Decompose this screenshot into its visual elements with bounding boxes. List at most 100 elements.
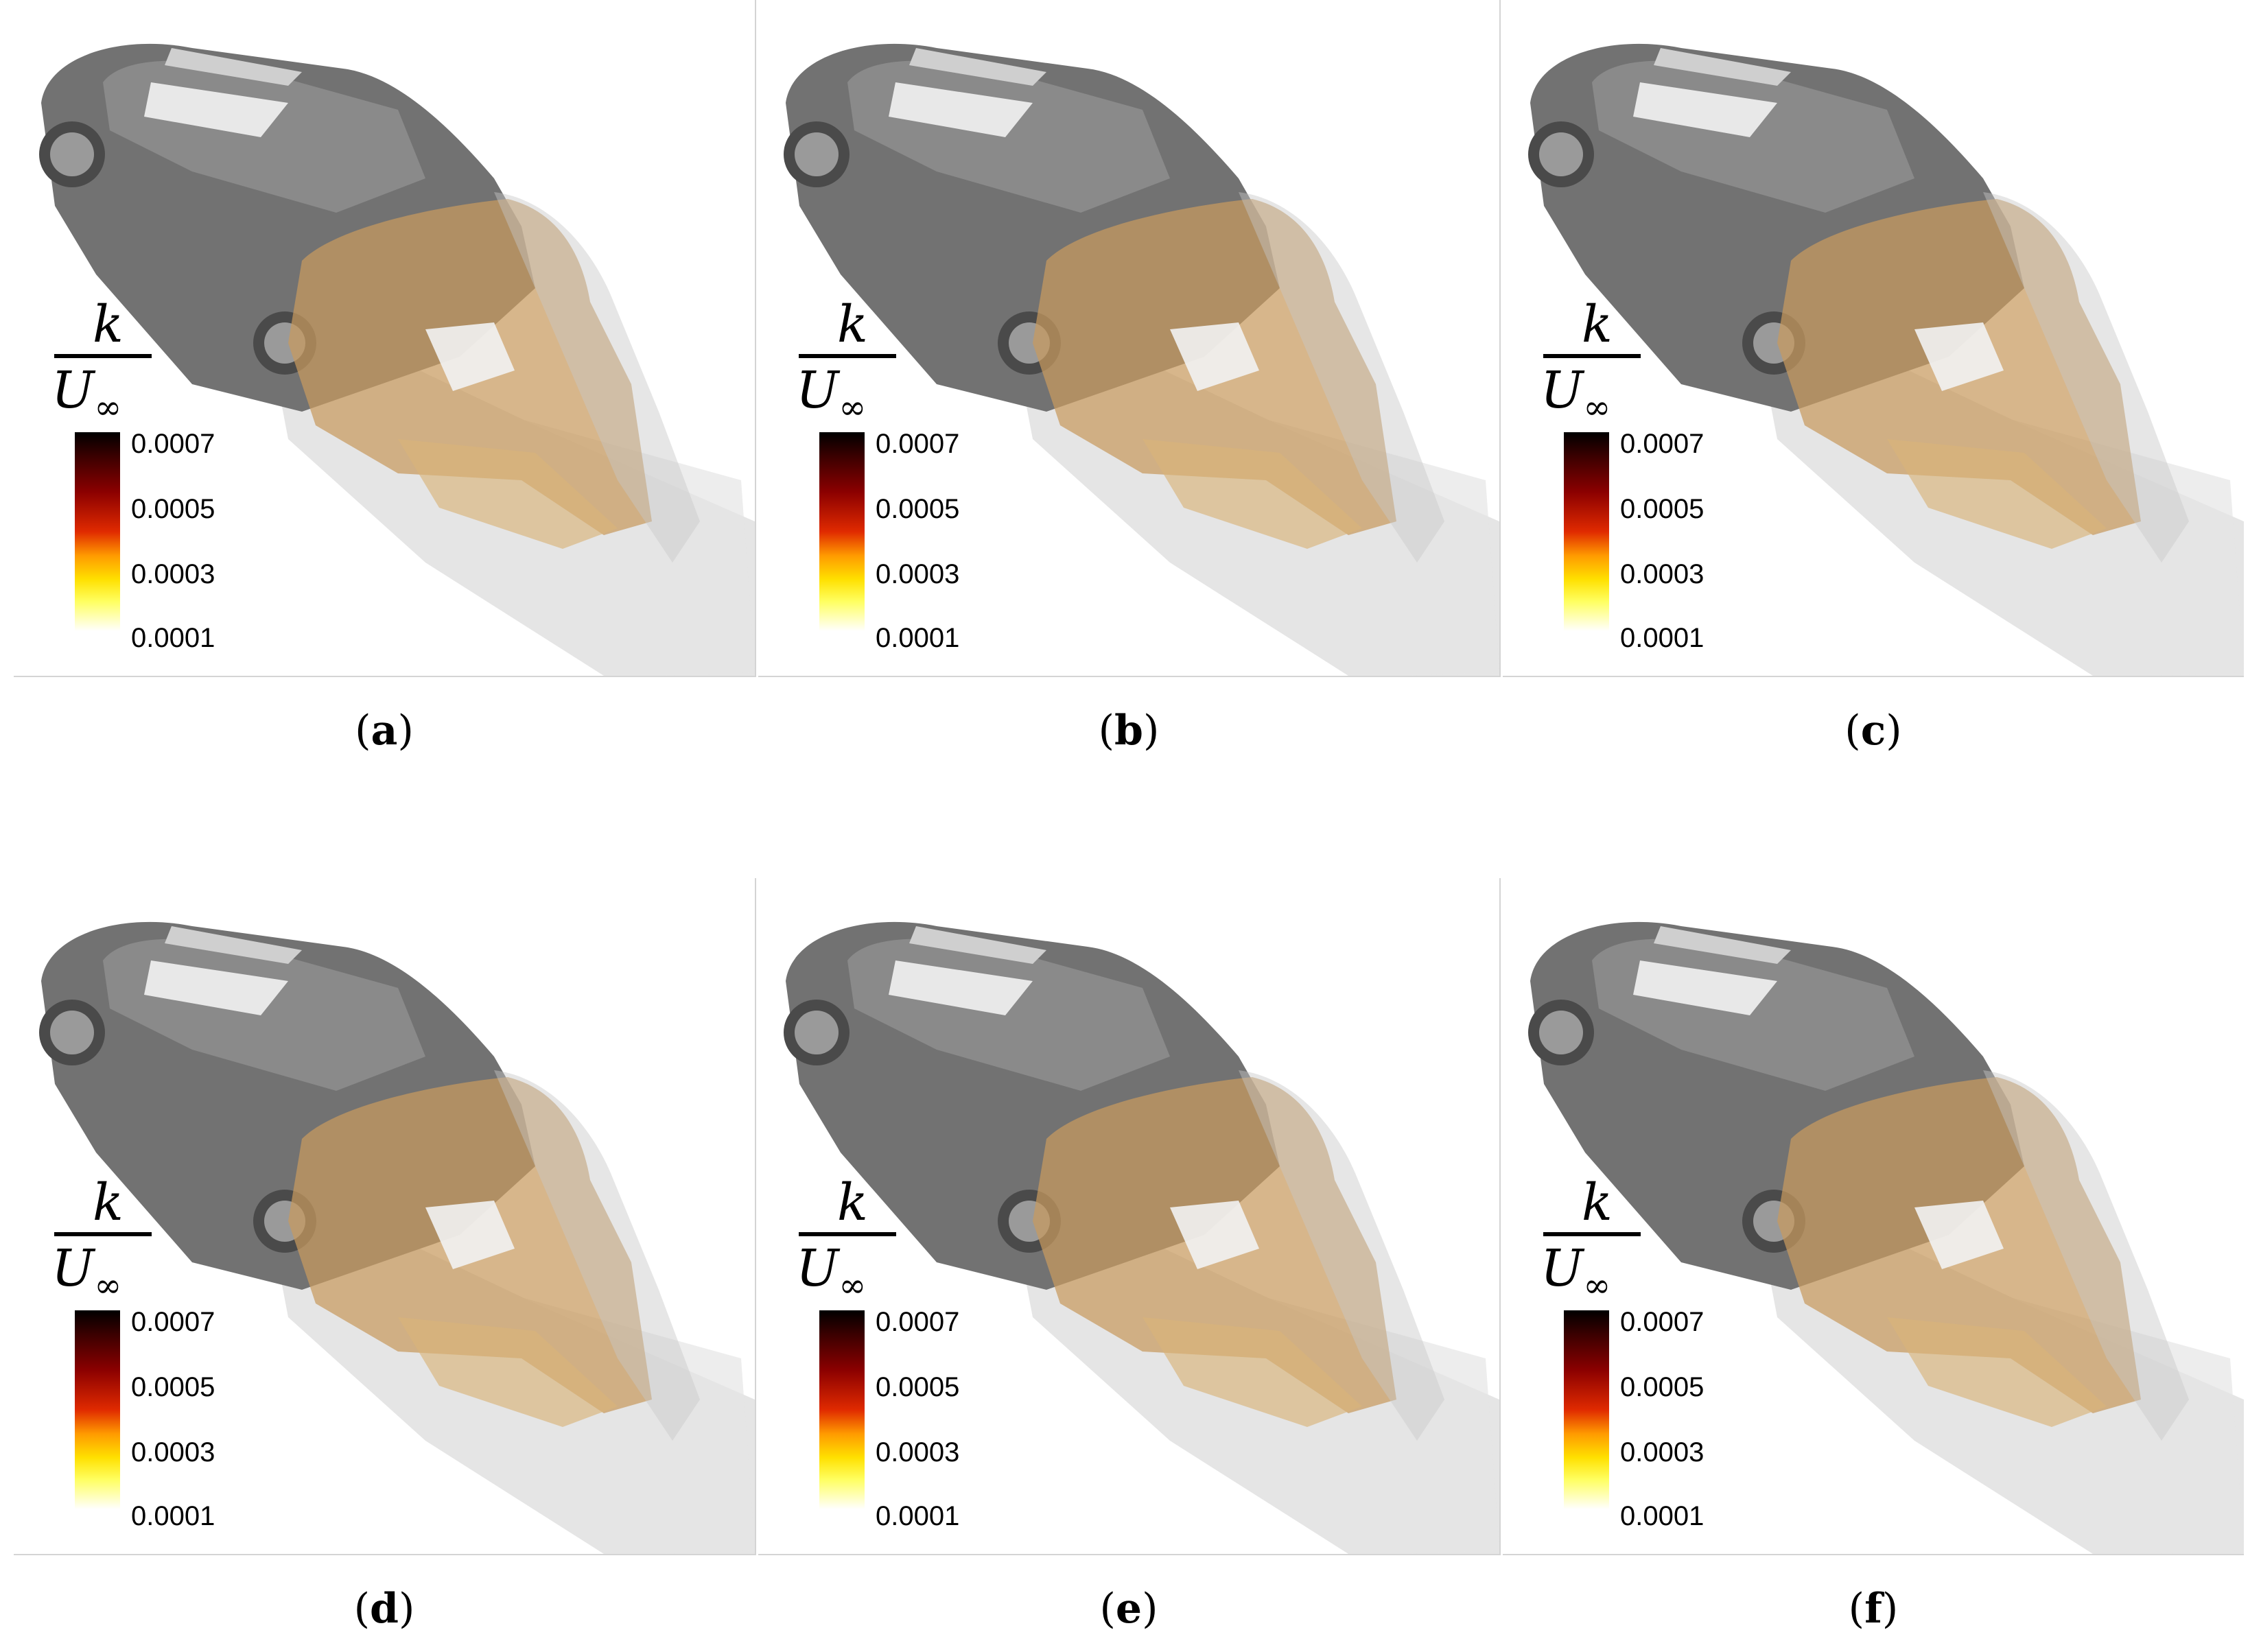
tke-isosurface-lower <box>1143 1317 1362 1427</box>
figure-panel: k U∞ 0.0007 0.0005 0.0003 0.0001 <box>14 878 756 1555</box>
wake-cavity <box>425 322 515 391</box>
legend-denominator: U∞ <box>51 361 122 427</box>
colorbar-gradient <box>1564 432 1609 631</box>
car-highlight <box>1654 48 1791 86</box>
colorbar-tick: 0.0001 <box>1620 623 1704 653</box>
front-rim <box>1539 1011 1583 1054</box>
colorbar-tick: 0.0003 <box>131 1437 215 1467</box>
wake-cavity <box>425 1201 515 1269</box>
colorbar-legend: k U∞ 0.0007 0.0005 0.0003 0.0001 <box>796 295 974 653</box>
panel-frame <box>1503 878 2244 1555</box>
colorbar-gradient <box>819 1310 865 1509</box>
legend-title: k U∞ <box>796 295 933 432</box>
colorbar-legend: k U∞ 0.0007 0.0005 0.0003 0.0001 <box>1540 295 1719 653</box>
wake-envelope <box>1983 1070 2189 1441</box>
legend-numerator: k <box>93 295 124 354</box>
car-windshield <box>144 82 288 137</box>
panel-caption: (b) <box>1098 707 1160 755</box>
wake-envelope <box>494 1070 700 1441</box>
legend-title: k U∞ <box>51 295 189 432</box>
car-highlight <box>909 48 1046 86</box>
colorbar-tick: 0.0007 <box>131 1307 215 1337</box>
legend-title: k U∞ <box>1540 1173 1678 1310</box>
panel-label: a <box>371 707 398 755</box>
legend-numerator: k <box>837 1173 868 1232</box>
panel-frame <box>758 0 1501 677</box>
colorbar-gradient <box>819 432 865 631</box>
colorbar-tick: 0.0005 <box>876 1372 960 1402</box>
car-highlight <box>165 926 302 964</box>
front-rim <box>1539 132 1583 176</box>
colorbar-tick: 0.0003 <box>131 559 215 589</box>
colorbar-tick: 0.0003 <box>1620 1437 1704 1467</box>
front-rim <box>50 132 94 176</box>
colorbar-legend: k U∞ 0.0007 0.0005 0.0003 0.0001 <box>51 1173 230 1531</box>
front-rim <box>50 1011 94 1054</box>
colorbar-tick: 0.0001 <box>1620 1501 1704 1531</box>
panel-frame <box>1503 0 2244 677</box>
tke-isosurface-lower <box>398 1317 618 1427</box>
panel-caption: (c) <box>1844 707 1902 755</box>
colorbar-tick: 0.0005 <box>131 494 215 524</box>
figure-panel: k U∞ 0.0007 0.0005 0.0003 0.0001 <box>758 878 1501 1555</box>
colorbar-tick: 0.0001 <box>876 623 960 653</box>
car-wake-render <box>784 43 1499 676</box>
fraction-bar <box>1543 354 1641 358</box>
panel-label: b <box>1114 707 1143 755</box>
panel-label: f <box>1864 1585 1882 1633</box>
figure-panel: k U∞ 0.0007 0.0005 0.0003 0.0001 <box>758 0 1501 677</box>
colorbar-tick: 0.0005 <box>1620 494 1704 524</box>
car-wake-render <box>39 921 755 1554</box>
legend-title: k U∞ <box>796 1173 933 1310</box>
car-wake-render <box>1528 921 2244 1554</box>
wake-envelope <box>494 192 700 563</box>
figure-panel: k U∞ 0.0007 0.0005 0.0003 0.0001 <box>14 0 756 677</box>
colorbar-tick: 0.0003 <box>876 559 960 589</box>
car-windshield <box>889 82 1033 137</box>
wake-cavity <box>1914 1201 2004 1269</box>
panel-label: e <box>1115 1585 1143 1633</box>
front-rim <box>795 1011 839 1054</box>
car-highlight <box>165 48 302 86</box>
legend-title: k U∞ <box>1540 295 1678 432</box>
car-highlight <box>909 926 1046 964</box>
front-rim <box>795 132 839 176</box>
wake-cavity <box>1170 322 1259 391</box>
legend-denominator: U∞ <box>796 1239 867 1305</box>
panel-caption: (e) <box>1099 1585 1158 1633</box>
car-windshield <box>889 960 1033 1015</box>
colorbar-tick: 0.0005 <box>131 1372 215 1402</box>
colorbar-tick: 0.0007 <box>1620 1307 1704 1337</box>
colorbar-tick: 0.0001 <box>131 623 215 653</box>
car-highlight <box>1654 926 1791 964</box>
legend-denominator: U∞ <box>1540 1239 1611 1305</box>
fraction-bar <box>799 354 896 358</box>
colorbar-gradient <box>75 1310 120 1509</box>
colorbar-tick: 0.0001 <box>876 1501 960 1531</box>
panel-label: d <box>370 1585 399 1633</box>
car-wake-render <box>39 43 755 676</box>
tke-isosurface-lower <box>1887 1317 2107 1427</box>
tke-isosurface-lower <box>1887 439 2107 549</box>
colorbar-tick: 0.0005 <box>1620 1372 1704 1402</box>
panel-frame <box>758 878 1501 1555</box>
car-windshield <box>1633 960 1777 1015</box>
legend-numerator: k <box>1582 1173 1613 1232</box>
fraction-bar <box>799 1232 896 1236</box>
colorbar-tick: 0.0007 <box>876 1307 960 1337</box>
legend-denominator: U∞ <box>796 361 867 427</box>
legend-numerator: k <box>1582 295 1613 354</box>
colorbar-legend: k U∞ 0.0007 0.0005 0.0003 0.0001 <box>796 1173 974 1531</box>
fraction-bar <box>54 354 152 358</box>
colorbar-tick: 0.0007 <box>876 429 960 459</box>
colorbar-tick: 0.0001 <box>131 1501 215 1531</box>
fraction-bar <box>54 1232 152 1236</box>
wake-envelope <box>1239 192 1444 563</box>
colorbar-legend: k U∞ 0.0007 0.0005 0.0003 0.0001 <box>1540 1173 1719 1531</box>
panel-frame <box>14 878 756 1555</box>
wake-envelope <box>1239 1070 1444 1441</box>
figure-panel: k U∞ 0.0007 0.0005 0.0003 0.0001 <box>1503 0 2244 677</box>
tke-isosurface-lower <box>398 439 618 549</box>
legend-denominator: U∞ <box>1540 361 1611 427</box>
colorbar-tick: 0.0003 <box>1620 559 1704 589</box>
